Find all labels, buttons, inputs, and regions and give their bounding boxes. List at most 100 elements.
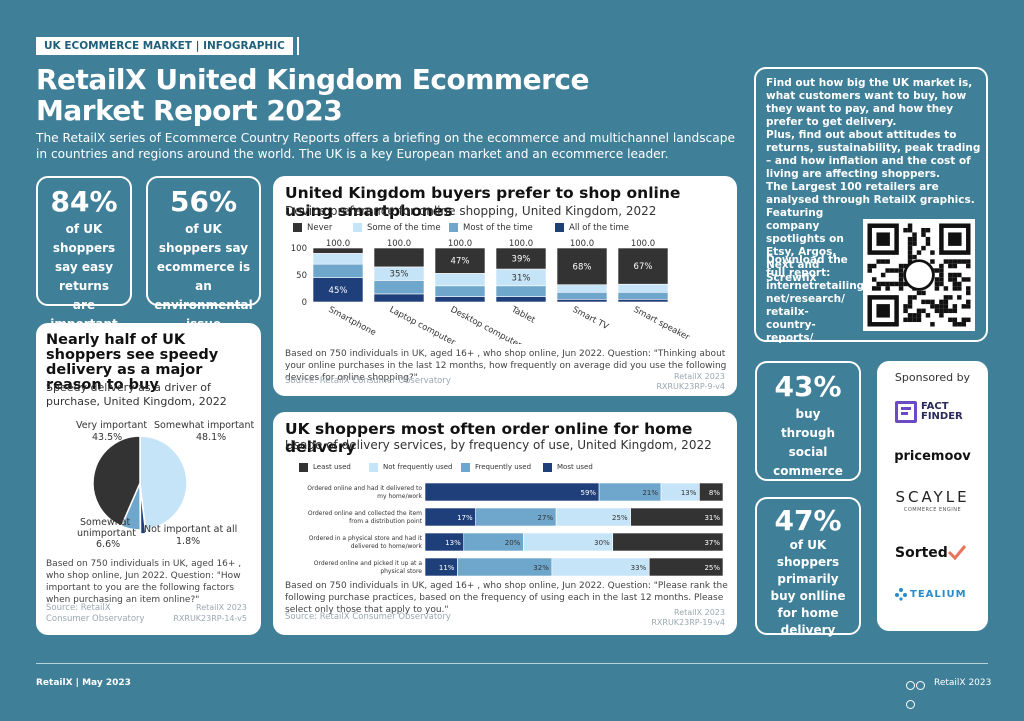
bar-smart-speaker-most-of-the-time bbox=[617, 291, 669, 300]
bar-desktop-computer-never bbox=[434, 247, 486, 274]
bar-tablet-never bbox=[495, 247, 547, 270]
stat-text: of UK shoppers say ecommerce is an envir… bbox=[154, 222, 253, 331]
footer-left: RetailX | May 2023 bbox=[36, 678, 131, 688]
delivery-bar-chart: Ordered online and had it delivered tomy… bbox=[307, 482, 724, 577]
data-label: 33% bbox=[631, 564, 647, 572]
speedy-pie-chart: Very important 43.5% Somewhat important … bbox=[76, 420, 255, 550]
legend-label: All of the time bbox=[569, 223, 629, 233]
category-label-laptop-computer: Laptop computer bbox=[388, 305, 458, 344]
data-label: 17% bbox=[457, 514, 473, 522]
card-note: Based on 750 individuals in UK, aged 16+… bbox=[46, 559, 242, 605]
footer-divider bbox=[36, 663, 988, 664]
scayle-logo: SCAYLE bbox=[895, 488, 970, 506]
report-info-box: Find out how big the UK market is, what … bbox=[754, 67, 988, 344]
data-label: 25% bbox=[704, 564, 720, 572]
bar-smartphone-most-of-the-time bbox=[312, 263, 364, 279]
data-label: 47% bbox=[451, 257, 470, 267]
category-label-tablet: Tablet bbox=[509, 304, 538, 325]
stat-value: 56% bbox=[169, 185, 238, 218]
pie-label-somewhat-important: Somewhat important bbox=[154, 420, 255, 431]
card-title: United Kingdom buyers prefer to shop onl… bbox=[285, 184, 681, 220]
bar-tablet-all-of-the-time bbox=[495, 296, 547, 303]
category-label-ordered-online-and-picked-it-up-at-a-physical-store: Ordered online and picked it up at a bbox=[314, 560, 423, 567]
pie-value-somewhat-important: 48.1% bbox=[196, 432, 226, 443]
legend-label: Frequently used bbox=[475, 463, 532, 471]
card-code: RXRUK23RP-14-v5 bbox=[173, 614, 247, 623]
category-label-ordered-online-and-picked-it-up-at-a-physical-store-line2: physical store bbox=[380, 568, 422, 575]
sorted-check-icon bbox=[947, 545, 967, 561]
bar-desktop-computer-all-of-the-time bbox=[434, 296, 486, 303]
y-tick-label: 0 bbox=[302, 298, 307, 308]
card-note: Based on 750 individuals in UK, aged 16+… bbox=[285, 349, 727, 383]
legend-label: Never bbox=[307, 223, 333, 233]
data-label: 13% bbox=[681, 489, 697, 497]
bar-laptop-computer-never bbox=[373, 247, 425, 268]
legend-least-used: Least used bbox=[299, 462, 351, 472]
category-label-ordered-in-a-physical-store-and-had-it-delivered-to-home-work: Ordered in a physical store and had it bbox=[309, 535, 423, 542]
bar-smart-tv-some-of-the-time bbox=[556, 284, 608, 293]
pie-label-not-important: Not important at all bbox=[144, 524, 237, 535]
card-credit: RetailX 2023 bbox=[674, 372, 725, 381]
legend-swatch bbox=[299, 462, 308, 472]
card-credit: RetailX 2023 bbox=[674, 608, 725, 617]
bar-total-label: 100.0 bbox=[448, 239, 472, 249]
stat-value: 47% bbox=[774, 504, 842, 537]
data-label: 13% bbox=[445, 539, 461, 547]
y-tick-label: 100 bbox=[291, 244, 307, 254]
category-label-ordered-online-and-had-it-delivered-to-my-home-work-line2: my home/work bbox=[377, 493, 422, 500]
card-title: Nearly half of UK shoppers see speedy de… bbox=[46, 332, 219, 393]
stat-text: buy through social commerce bbox=[773, 407, 843, 478]
pie-slice-very-important bbox=[92, 435, 141, 528]
stat-returns: 84% of UK shoppers say easy returns are … bbox=[36, 176, 132, 331]
bar-ordered-in-a-physical-store-and-had-it-delivered-to-home-work-least-used bbox=[612, 532, 724, 552]
footer-right: RetailX 2023 bbox=[934, 678, 992, 688]
legend-some-of-the-time: Some of the time bbox=[353, 223, 441, 233]
legend-frequently-used: Frequently used bbox=[461, 462, 531, 472]
category-label-smartphone: Smartphone bbox=[327, 305, 378, 338]
data-label: 67% bbox=[634, 262, 653, 272]
card-note: Based on 750 individuals in UK, aged 16+… bbox=[285, 581, 728, 615]
download-link[interactable]: Download the full report: internetretail… bbox=[766, 254, 869, 344]
scayle-tagline: COMMERCE ENGINE bbox=[903, 507, 962, 513]
data-label: 31% bbox=[704, 514, 720, 522]
data-label: 30% bbox=[594, 539, 610, 547]
device-preference-card: United Kingdom buyers prefer to shop onl… bbox=[273, 176, 737, 396]
stat-text: of UK shoppers say easy returns are impo… bbox=[50, 222, 117, 331]
bar-smart-tv-never bbox=[556, 247, 608, 286]
category-label-ordered-online-and-collected-the-item-from-a-distribution-point: Ordered online and collected the item bbox=[308, 510, 422, 517]
bar-ordered-online-and-had-it-delivered-to-my-home-work-most-used bbox=[424, 482, 600, 502]
stat-delivery: 47% of UK shoppers primarily buy onlline… bbox=[755, 497, 861, 637]
card-subtitle: Usage of delivery services, by frequency… bbox=[285, 438, 712, 452]
bar-total-label: 100.0 bbox=[631, 239, 655, 249]
pie-label-somewhat-unimportant-2: unimportant bbox=[77, 528, 136, 539]
legend-label: Least used bbox=[313, 463, 351, 471]
sponsors-heading: Sponsored by bbox=[894, 371, 971, 384]
info-line-4: Featuring company spotlights on Etsy, Ar… bbox=[766, 207, 844, 284]
legend-swatch bbox=[461, 462, 470, 472]
stat-text: of UK shoppers primarily buy onlline for… bbox=[770, 538, 846, 637]
data-label: 32% bbox=[533, 564, 549, 572]
bar-tablet-most-of-the-time bbox=[495, 285, 547, 297]
y-tick-label: 50 bbox=[296, 271, 307, 281]
pie-slice-not-important-at-all bbox=[139, 486, 147, 535]
stat-environment: 56% of UK shoppers say ecommerce is an e… bbox=[146, 176, 261, 331]
bar-total-label: 100.0 bbox=[570, 239, 594, 249]
pie-value-not-important: 1.8% bbox=[176, 536, 200, 547]
data-label: 20% bbox=[505, 539, 521, 547]
tealium-logo-icon bbox=[895, 588, 907, 601]
data-label: 45% bbox=[329, 286, 348, 296]
page-subtitle: The RetailX series of Ecommerce Country … bbox=[36, 131, 735, 161]
data-label: 59% bbox=[581, 489, 597, 497]
delivery-usage-card: UK shoppers most often order online for … bbox=[273, 412, 737, 635]
bar-smartphone-never bbox=[312, 247, 364, 254]
legend-all-of-the-time: All of the time bbox=[555, 223, 629, 233]
sorted-logo: Sorted bbox=[895, 545, 948, 561]
info-line-3: The Largest 100 retailers are analysed t… bbox=[766, 181, 975, 206]
legend-label: Most of the time bbox=[463, 223, 533, 233]
bar-total-label: 100.0 bbox=[509, 239, 533, 249]
card-code: RXRUK23RP-9-v4 bbox=[656, 382, 725, 391]
bar-smartphone-some-of-the-time bbox=[312, 253, 364, 265]
factfinder-logo-icon bbox=[895, 401, 917, 423]
qr-code-icon[interactable] bbox=[863, 219, 975, 331]
bar-ordered-online-and-collected-the-item-from-a-distribution-point-least-used bbox=[630, 507, 724, 527]
